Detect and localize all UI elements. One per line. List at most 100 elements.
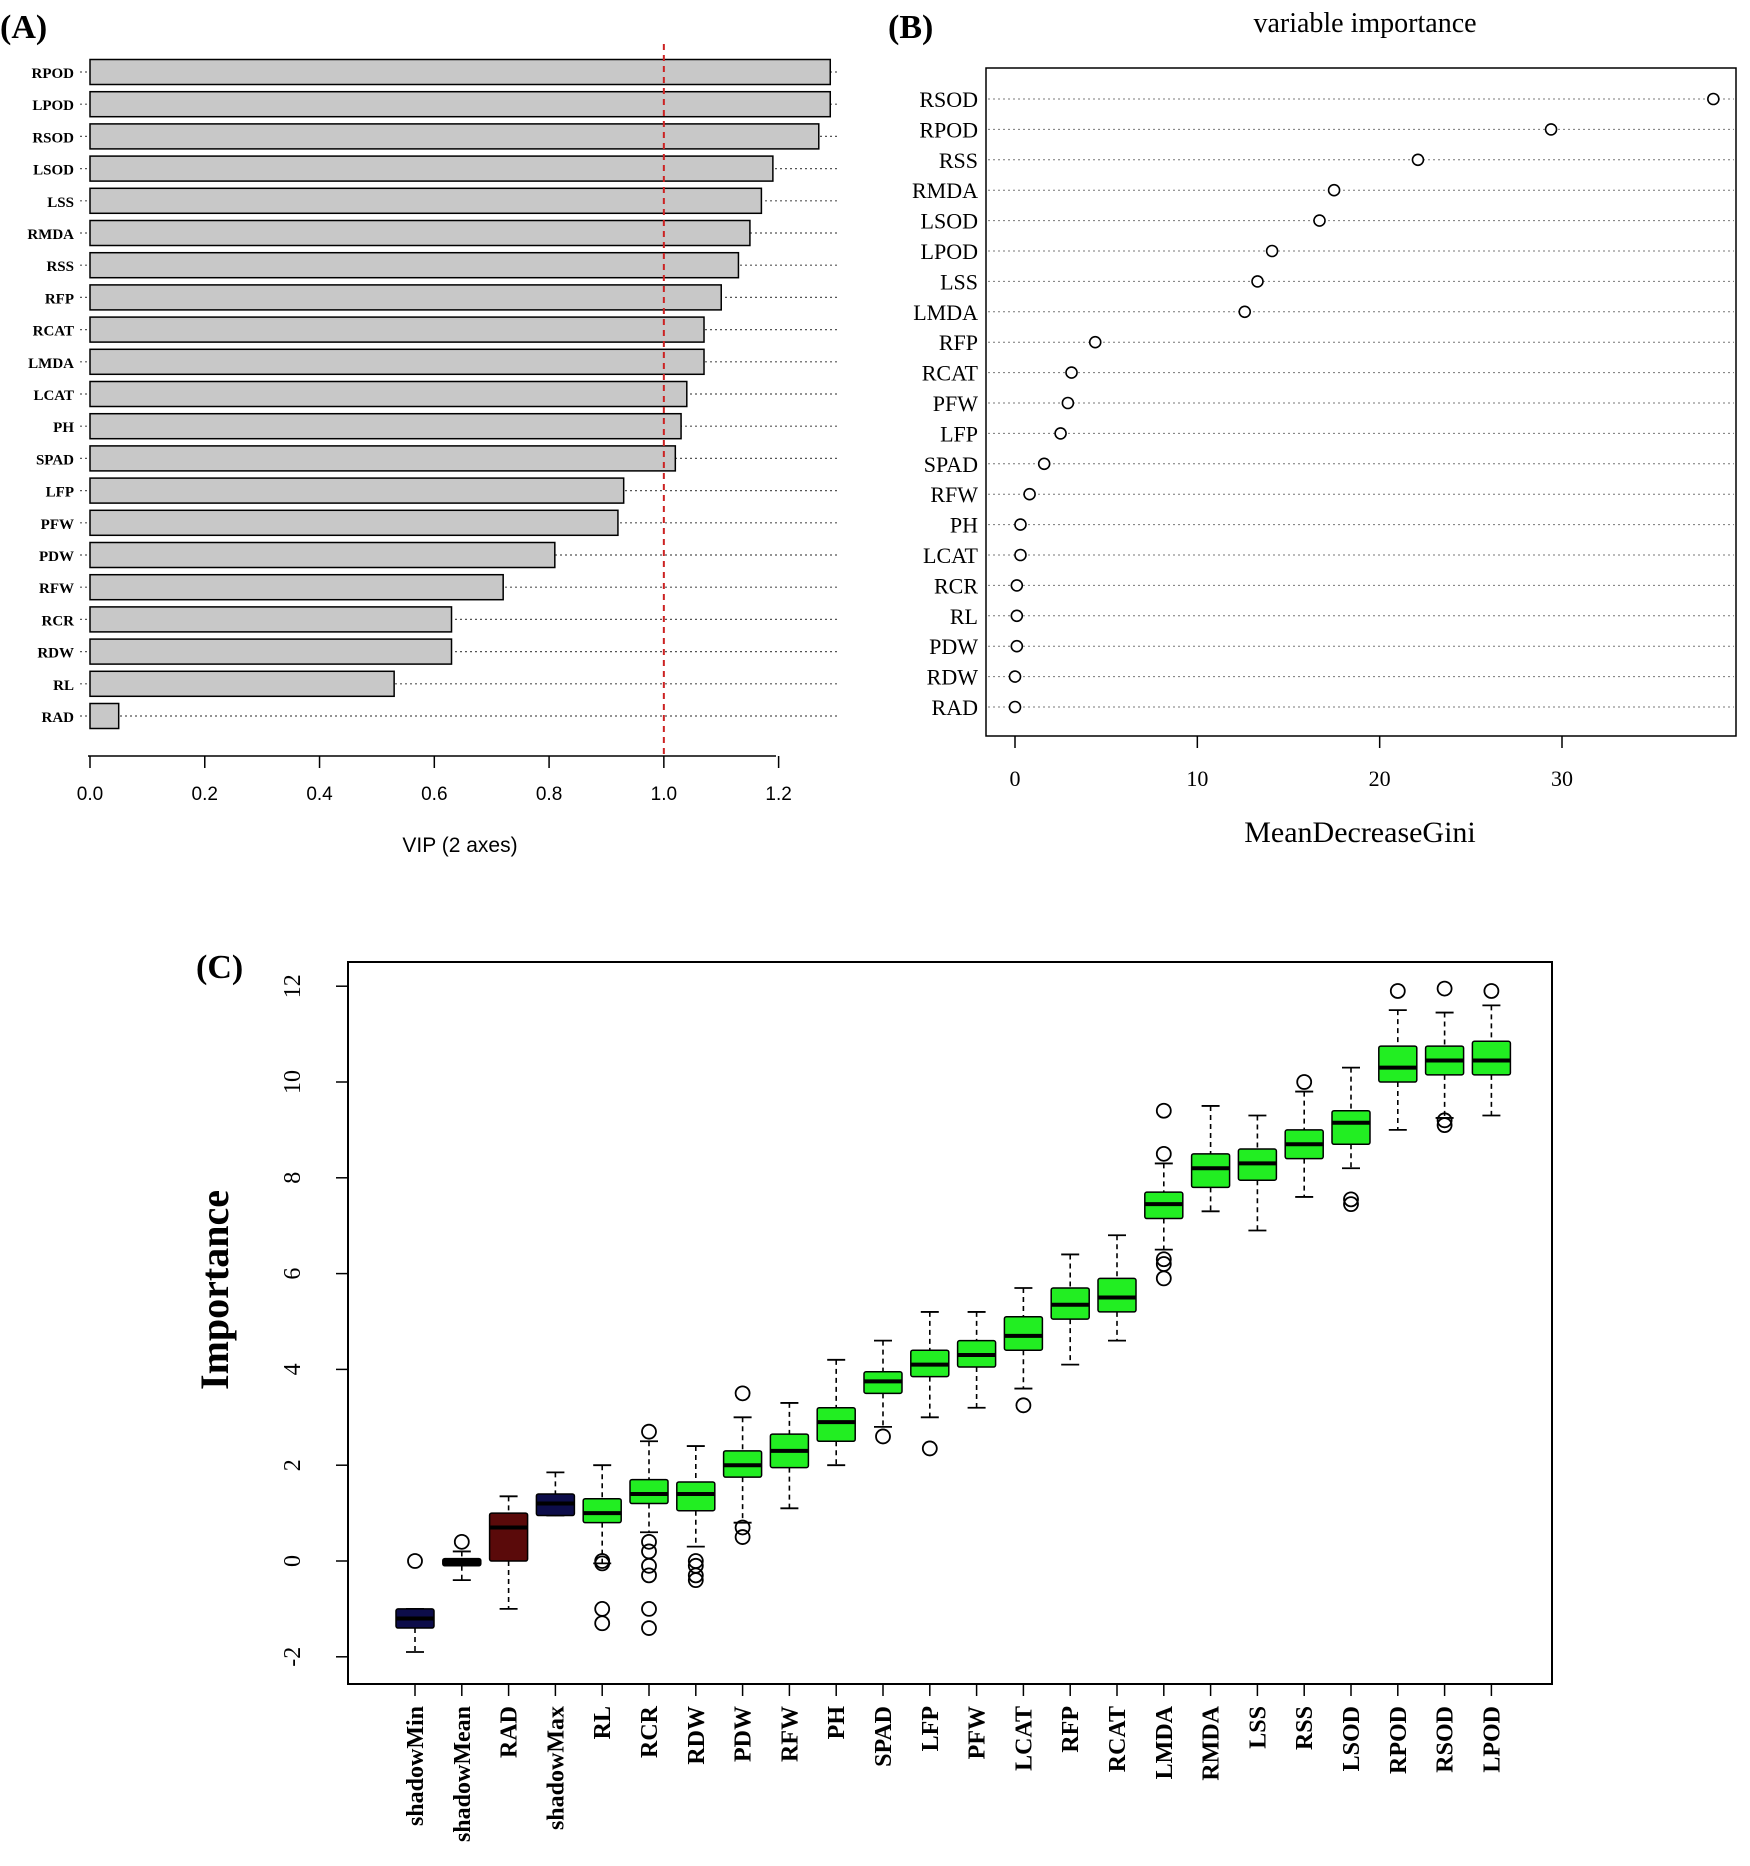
c-box-rect xyxy=(629,1478,669,1505)
c-category-label: RAD xyxy=(497,1706,523,1758)
c-outlier xyxy=(734,1519,751,1536)
c-y-tick-label: 8 xyxy=(280,1172,306,1184)
c-category-label: SPAD xyxy=(871,1706,897,1767)
a-x-tick-label: 0.2 xyxy=(192,784,218,805)
c-outlier xyxy=(453,1533,470,1550)
b-category-label: LMDA xyxy=(913,300,978,325)
c-category-label: RCAT xyxy=(1105,1706,1131,1772)
a-x-tick-label: 1.0 xyxy=(651,784,677,805)
b-category-label: PDW xyxy=(929,634,978,659)
a-category-label: RMDA xyxy=(27,227,74,243)
c-category-label: LFP xyxy=(918,1706,944,1751)
c-box-LMDA xyxy=(1144,1102,1184,1287)
panel-c-label: (C) xyxy=(196,949,243,986)
b-point xyxy=(1088,335,1102,349)
b-category-label: RFP xyxy=(939,330,978,355)
c-outlier xyxy=(921,1440,938,1457)
c-category-label: PH xyxy=(824,1706,850,1740)
b-point xyxy=(1411,153,1425,167)
c-category-label: LPOD xyxy=(1479,1706,1505,1773)
c-outlier xyxy=(734,1529,751,1545)
c-category-label: PDW xyxy=(731,1706,757,1762)
c-box-shadowMax xyxy=(535,1471,576,1517)
a-category-label: RAD xyxy=(42,710,75,726)
c-box-rect xyxy=(1471,1040,1512,1076)
c-y-tick-label: 6 xyxy=(280,1268,306,1280)
b-point xyxy=(1010,609,1024,623)
a-category-label: SPAD xyxy=(36,452,74,468)
panel-b-gini-dotchart: (B) variable importance RSOD RPOD RSS RMDA L… xyxy=(888,8,1737,849)
a-bar xyxy=(89,702,120,730)
c-box-rect xyxy=(1378,1045,1418,1083)
a-category-label: PFW xyxy=(41,517,74,533)
b-point xyxy=(1065,366,1078,379)
c-box-RAD xyxy=(488,1495,529,1610)
b-gridlines xyxy=(988,98,1734,708)
c-outlier xyxy=(1483,983,1500,999)
b-category-label: LFP xyxy=(940,421,978,446)
b-point xyxy=(1238,305,1252,319)
a-x-tick-label: 0.8 xyxy=(536,784,562,805)
b-category-label: RL xyxy=(950,604,978,629)
c-category-label: LSOD xyxy=(1339,1706,1365,1771)
a-bar xyxy=(89,412,682,440)
c-outlier xyxy=(641,1620,657,1636)
c-category-label: RCR xyxy=(637,1705,663,1758)
b-category-label: LCAT xyxy=(923,543,979,568)
c-outlier xyxy=(1436,980,1453,997)
c-category-label: LCAT xyxy=(1011,1706,1037,1771)
b-category-label: PH xyxy=(950,513,978,538)
b-point xyxy=(1251,275,1264,288)
b-point xyxy=(1313,214,1326,227)
b-chart-title: variable importance xyxy=(1253,8,1476,39)
a-category-label: LMDA xyxy=(28,356,74,372)
b-points xyxy=(1008,92,1720,714)
c-box-rect xyxy=(816,1406,856,1442)
b-category-label: PFW xyxy=(933,391,978,416)
a-category-labels: RPOD LPOD RSOD LSOD LSS RMDA RSS RFP RCAT LMDA LCA… xyxy=(27,66,74,726)
a-bar xyxy=(89,155,774,182)
b-category-label: RCR xyxy=(934,573,978,598)
a-category-label: LCAT xyxy=(33,388,74,404)
a-category-label: RFP xyxy=(45,291,74,307)
c-category-label: RPOD xyxy=(1386,1706,1412,1774)
b-x-tick-label: 30 xyxy=(1551,766,1573,791)
c-category-label: RSS xyxy=(1292,1706,1318,1750)
c-box-rect xyxy=(582,1497,622,1524)
b-point xyxy=(1014,548,1027,562)
c-category-label: LSS xyxy=(1245,1706,1271,1749)
a-bar xyxy=(89,58,832,86)
c-box-shadowMin xyxy=(395,1553,435,1653)
c-outlier xyxy=(875,1428,891,1445)
c-box-RMDA xyxy=(1190,1105,1231,1213)
c-category-label: RFW xyxy=(777,1706,803,1762)
c-box-rect xyxy=(1331,1109,1371,1146)
c-y-tick-label: 4 xyxy=(280,1363,306,1375)
panel-a-label: (A) xyxy=(0,9,47,46)
a-category-label: RSS xyxy=(46,259,74,275)
c-box-RSS xyxy=(1284,1074,1324,1198)
a-x-tick-label: 1.2 xyxy=(765,784,791,805)
b-plot-frame xyxy=(985,67,1737,737)
c-category-label: shadowMax xyxy=(543,1706,569,1830)
b-point xyxy=(1010,579,1024,592)
a-bar xyxy=(89,380,688,408)
b-category-label: RDW xyxy=(927,665,979,690)
c-category-label: RMDA xyxy=(1199,1705,1225,1780)
c-box-rect xyxy=(676,1481,716,1512)
b-x-tick-label: 20 xyxy=(1369,766,1391,791)
panel-a-vip-bar-chart: (A) RPOD LPOD RSOD LSOD LSS RMDA RSS RFP RCAT LMD… xyxy=(0,9,838,857)
c-outlier xyxy=(641,1543,657,1560)
a-x-ticks: 0.0 0.2 0.4 0.6 0.8 1.0 1.2 xyxy=(77,756,792,805)
a-category-label: RPOD xyxy=(32,66,75,82)
c-outlier xyxy=(1436,1112,1453,1129)
b-point xyxy=(1008,670,1022,683)
c-outlier xyxy=(734,1385,751,1402)
a-bar xyxy=(89,251,740,279)
c-y-tick-label: 0 xyxy=(280,1555,306,1567)
c-outlier xyxy=(407,1553,423,1569)
b-category-label: LPOD xyxy=(921,239,978,264)
c-box-PFW xyxy=(956,1311,997,1409)
b-category-label: LSOD xyxy=(921,209,978,234)
